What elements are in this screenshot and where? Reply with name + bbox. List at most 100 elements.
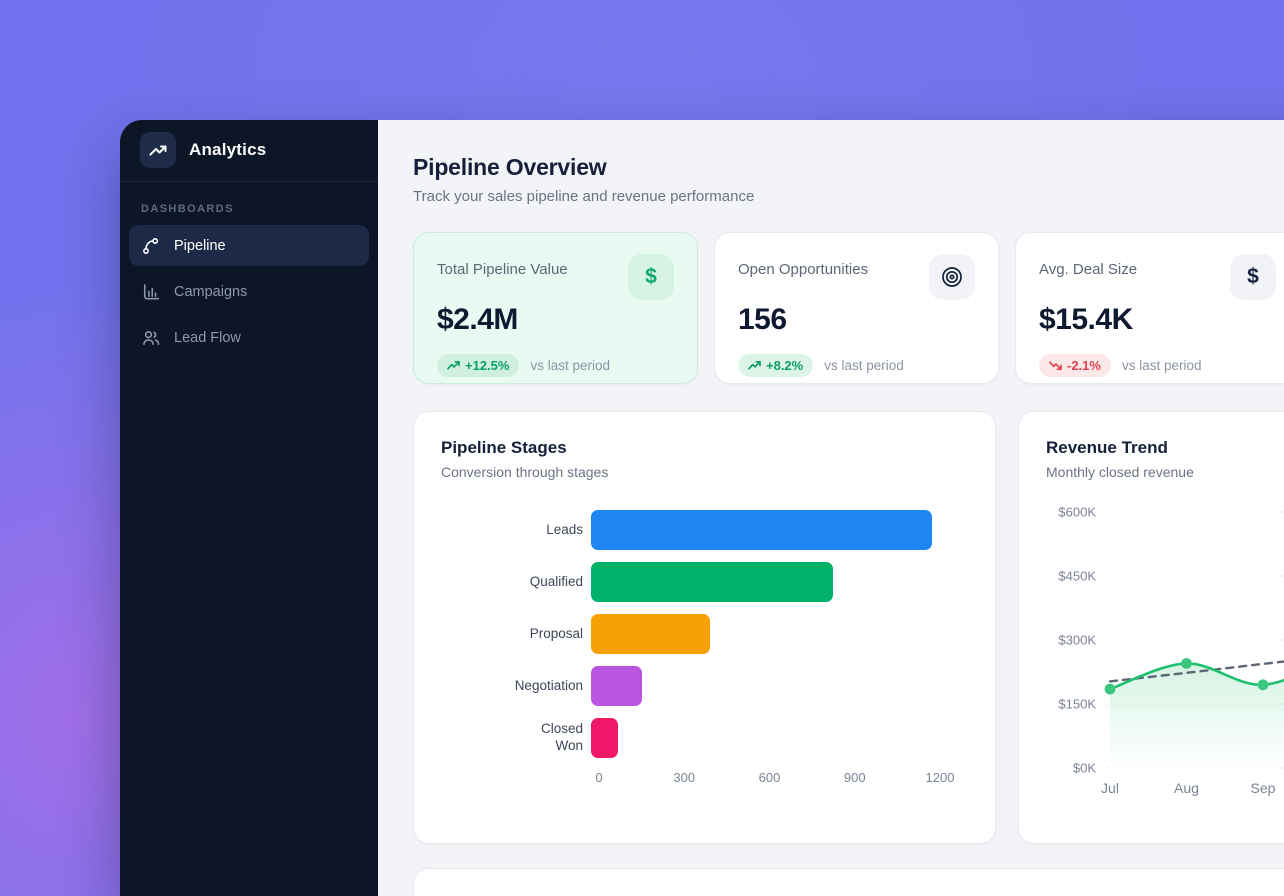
- bar-negotiation: [591, 666, 643, 706]
- bar-track: [591, 614, 932, 654]
- dollar-icon: $: [1230, 254, 1276, 300]
- brand-logo-tile: [140, 132, 176, 168]
- change-badge: +8.2%: [738, 354, 814, 377]
- kpi-card-avg-deal-size: Avg. Deal Size $ $15.4K -2.1% vs last period: [1015, 232, 1284, 384]
- bar-row-closed-won: Closed Won: [441, 718, 968, 758]
- kpi-value: $15.4K: [1039, 303, 1133, 336]
- x-axis-tick: 0: [595, 770, 603, 785]
- pipeline-stages-title: Pipeline Stages: [441, 438, 567, 457]
- y-axis-tick: $300K: [1058, 633, 1096, 648]
- sidebar: Analytics DASHBOARDS Pipeline Campaigns Le…: [120, 120, 378, 896]
- revenue-trend-chart: $0K $150K $300K $450K $600K Jul Aug Sep: [1046, 502, 1284, 802]
- sidebar-divider: [120, 181, 378, 182]
- dollar-icon: $: [628, 254, 674, 300]
- revenue-trend-title: Revenue Trend: [1046, 438, 1168, 457]
- bar-row-proposal: Proposal: [441, 614, 968, 654]
- trending-up-logo-icon: [148, 140, 168, 160]
- kpi-value: $2.4M: [437, 303, 518, 336]
- bar-category-label: Leads: [546, 521, 583, 537]
- pipeline-stages-chart: Leads Qualified Proposal Negotiation Closed …: [441, 510, 968, 790]
- bar-qualified: [591, 562, 833, 602]
- sidebar-item-pipeline[interactable]: Pipeline: [129, 225, 369, 266]
- change-badge: +12.5%: [437, 354, 520, 377]
- y-axis-tick: $600K: [1058, 505, 1096, 520]
- page-subtitle: Track your sales pipeline and revenue pe…: [413, 188, 755, 205]
- bar-closed-won: [591, 718, 618, 758]
- bar-leads: [591, 510, 932, 550]
- y-axis-tick: $150K: [1058, 697, 1096, 712]
- revenue-trend-subtitle: Monthly closed revenue: [1046, 464, 1194, 480]
- kpi-foot: -2.1% vs last period: [1039, 354, 1276, 377]
- kpi-label: Open Opportunities: [738, 261, 869, 278]
- bar-track: [591, 510, 932, 550]
- compare-text: vs last period: [530, 358, 610, 373]
- sidebar-item-campaigns[interactable]: Campaigns: [129, 271, 369, 312]
- bar-row-leads: Leads: [441, 510, 968, 550]
- kpi-card-open-opportunities: Open Opportunities 156 +8.2% vs last period: [714, 232, 999, 384]
- pipeline-stages-card: Pipeline Stages Conversion through stage…: [413, 411, 996, 844]
- trend-dashed-line: [1108, 660, 1284, 683]
- x-axis-tick: 900: [843, 770, 866, 785]
- bar-category-label: Closed Won: [540, 721, 583, 753]
- charts-row: Pipeline Stages Conversion through stage…: [413, 411, 1284, 844]
- brand: Analytics: [120, 120, 378, 181]
- compare-text: vs last period: [1121, 358, 1202, 373]
- pipeline-stages-subtitle: Conversion through stages: [441, 464, 609, 480]
- x-axis: 0 300 600 900 1200: [595, 770, 954, 790]
- sidebar-section-label: DASHBOARDS: [141, 203, 234, 215]
- x-axis-tick: Sep: [1251, 780, 1276, 796]
- bar-row-qualified: Qualified: [441, 562, 968, 602]
- bar-proposal: [591, 614, 711, 654]
- trending-down-icon: [1049, 360, 1062, 371]
- bar-track: [591, 562, 932, 602]
- kpi-foot: +8.2% vs last period: [738, 354, 975, 377]
- page-title: Pipeline Overview: [413, 154, 607, 180]
- change-value: +8.2%: [766, 358, 804, 373]
- kpi-card-total-pipeline-value: Total Pipeline Value $ $2.4M +12.5% vs last …: [413, 232, 698, 384]
- x-axis-tick: Aug: [1174, 780, 1199, 796]
- y-axis-tick: $450K: [1058, 569, 1096, 584]
- data-point-dot: [1181, 658, 1192, 669]
- kpi-foot: +12.5% vs last period: [437, 354, 674, 377]
- users-icon: [141, 328, 161, 348]
- flow-icon: [141, 236, 161, 256]
- sidebar-item-label: Pipeline: [174, 237, 226, 254]
- data-point-dot: [1257, 679, 1269, 691]
- bar-category-label: Proposal: [529, 625, 583, 641]
- sidebar-item-label: Campaigns: [174, 283, 248, 300]
- revenue-line: [1108, 662, 1284, 691]
- bar-track: [591, 666, 932, 706]
- app-window: Analytics DASHBOARDS Pipeline Campaigns Le…: [120, 120, 1284, 896]
- change-badge: -2.1%: [1039, 354, 1111, 377]
- app-title: Analytics: [189, 140, 267, 159]
- revenue-line-svg: $0K $150K $300K $450K $600K Jul Aug Sep: [1058, 505, 1284, 796]
- kpi-top: Open Opportunities: [738, 254, 975, 300]
- sidebar-nav: Pipeline Campaigns Lead Flow: [120, 225, 378, 363]
- x-axis-tick: 1200: [925, 770, 955, 785]
- main-content: Pipeline Overview Track your sales pipel…: [378, 120, 1284, 896]
- revenue-area-fill: [1110, 663, 1284, 768]
- sidebar-item-lead-flow[interactable]: Lead Flow: [129, 317, 369, 358]
- trending-up-icon: [447, 360, 460, 371]
- compare-text: vs last period: [824, 358, 904, 373]
- kpi-label: Avg. Deal Size: [1039, 261, 1138, 278]
- kpi-row: Total Pipeline Value $ $2.4M +12.5% vs last …: [413, 232, 1284, 384]
- bar-row-negotiation: Negotiation: [441, 666, 968, 706]
- kpi-top: Avg. Deal Size $: [1039, 254, 1276, 300]
- sidebar-item-label: Lead Flow: [174, 329, 241, 346]
- bottom-card: [413, 868, 1284, 896]
- y-axis-tick: $0K: [1073, 761, 1096, 776]
- bar-category-label: Qualified: [529, 573, 583, 589]
- data-point-dot: [1104, 683, 1116, 695]
- change-value: -2.1%: [1067, 358, 1101, 373]
- kpi-top: Total Pipeline Value $: [437, 254, 674, 300]
- x-axis-tick: 300: [673, 770, 696, 785]
- target-icon: [929, 254, 975, 300]
- bar-chart-icon: [141, 282, 161, 302]
- change-value: +12.5%: [465, 358, 510, 373]
- bar-category-label: Negotiation: [514, 677, 583, 693]
- x-axis-tick: Jul: [1101, 780, 1119, 796]
- bar-track: [591, 718, 932, 758]
- kpi-label: Total Pipeline Value: [437, 261, 568, 278]
